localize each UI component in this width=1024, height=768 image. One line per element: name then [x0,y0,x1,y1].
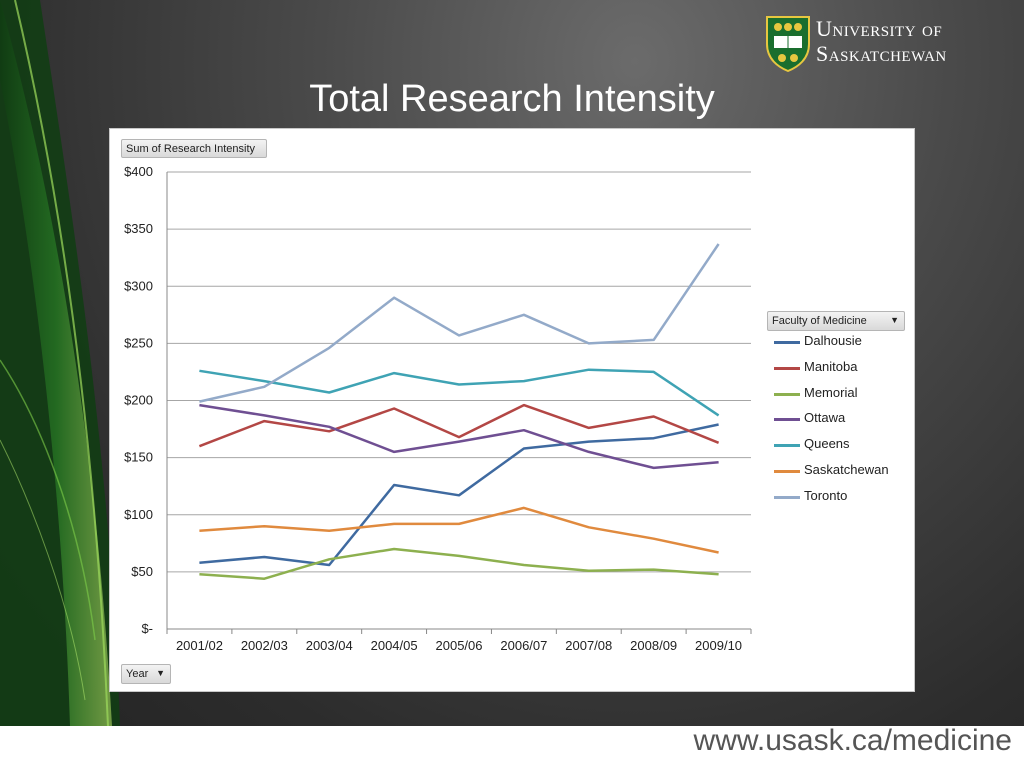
legend-swatch [774,469,800,473]
logo-line-1: University of [816,16,943,41]
series-line-saskatchewan [199,506,719,554]
x-tick-label: 2003/04 [306,638,353,653]
series-line-ottawa [199,403,719,470]
legend-label: Saskatchewan [804,461,889,477]
crest-icon [766,16,810,72]
legend-item-toronto: Toronto [770,488,910,514]
legend-field-label: Faculty of Medicine [772,315,867,327]
axis-field-button[interactable]: Year ▼ [121,664,171,684]
footer-bar [0,726,1024,768]
legend-label: Memorial [804,384,858,400]
line-chart: $- $50 $100 $150 $200 $250 $300 $350 $400 2001/02… [124,164,752,653]
legend-item-manitoba: Manitoba [770,359,910,385]
chart-panel: Sum of Research Intensity Faculty of Med… [109,128,915,692]
legend-swatch [774,341,800,344]
x-tick-label: 2005/06 [436,638,483,653]
legend-item-memorial: Memorial [770,385,910,411]
legend-item-ottawa: Ottawa [770,410,910,436]
y-tick-label: $- [141,621,153,636]
y-tick-label: $150 [124,450,153,465]
logo-text: University of Saskatchewan [816,16,947,66]
university-logo: University of Saskatchewan [764,14,1004,74]
axis-dropdown-icon: ▼ [156,668,165,678]
legend-label: Dalhousie [804,333,862,348]
series-line-toronto [199,243,720,403]
legend-label: Toronto [804,487,848,503]
y-tick-label: $400 [124,164,153,179]
filter-dropdown-icon: ▼ [890,315,899,325]
legend-field-button[interactable]: Faculty of Medicine ▼ [767,311,905,331]
x-tick-label: 2007/08 [565,638,612,653]
x-tick-label: 2002/03 [241,638,288,653]
legend-item-dalhousie: Dalhousie [770,333,910,359]
series-line-manitoba [198,403,720,448]
legend-swatch [774,444,800,448]
legend-swatch [774,366,800,370]
legend-item-saskatchewan: Saskatchewan [770,462,910,488]
x-tick-label: 2004/05 [371,638,418,653]
axis-field-label: Year [126,668,149,680]
legend-item-queens: Queens [770,436,910,462]
legend-label: Queens [804,436,850,452]
legend-label: Ottawa [804,410,846,426]
series-line-memorial [199,547,719,580]
footer-url: www.usask.ca/medicine [693,724,1012,757]
x-tick-label: 2009/10 [695,638,742,653]
series-line-dalhousie [199,423,719,567]
legend-swatch [774,495,800,499]
series-line-queens [199,368,720,417]
y-tick-label: $100 [124,507,153,522]
chart-legend: Dalhousie Manitoba Memorial Ottawa Queens Sas… [770,333,910,514]
x-tick-label: 2001/02 [176,638,223,653]
legend-swatch [774,418,800,422]
x-tick-label: 2006/07 [500,638,547,653]
logo-line-2: Saskatchewan [816,41,947,66]
value-field-label: Sum of Research Intensity [126,143,256,155]
y-tick-label: $200 [124,393,153,408]
y-tick-label: $250 [124,335,153,350]
value-field-button[interactable]: Sum of Research Intensity [121,139,267,158]
x-tick-label: 2008/09 [630,638,677,653]
legend-swatch [774,392,800,396]
y-tick-label: $300 [124,278,153,293]
slide-title: Total Research Intensity [309,78,715,120]
y-tick-label: $50 [131,564,153,579]
legend-label: Manitoba [804,358,858,374]
y-tick-label: $350 [124,221,153,236]
